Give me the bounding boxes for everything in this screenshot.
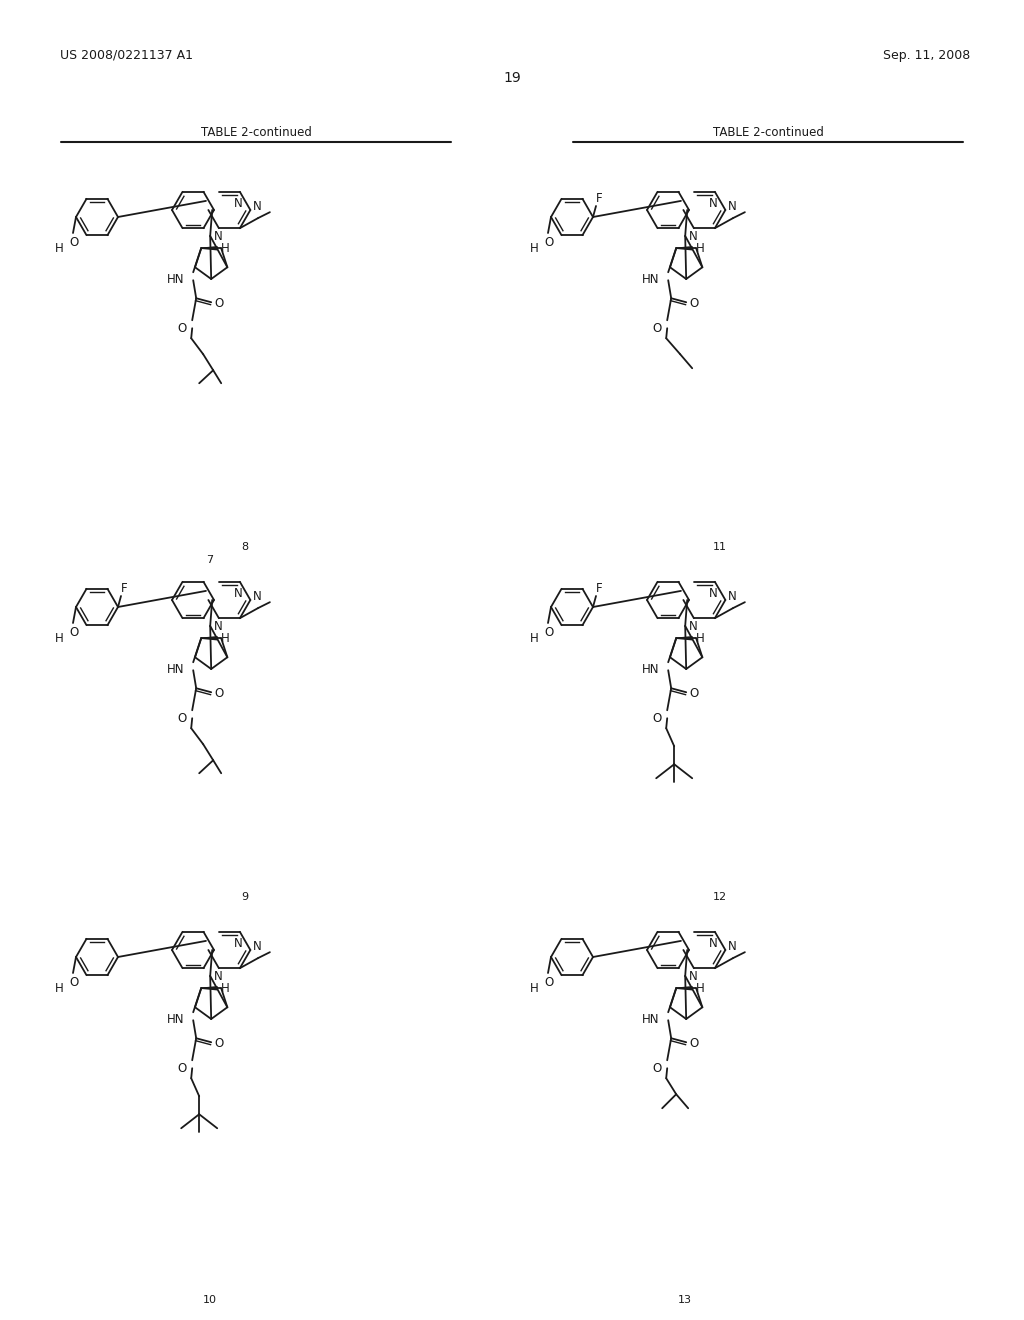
Text: O: O bbox=[177, 1061, 186, 1074]
Text: US 2008/0221137 A1: US 2008/0221137 A1 bbox=[60, 49, 193, 62]
Text: 10: 10 bbox=[203, 1295, 217, 1305]
Text: HN: HN bbox=[167, 273, 184, 285]
Text: H: H bbox=[54, 632, 63, 645]
Text: O: O bbox=[215, 686, 224, 700]
Polygon shape bbox=[676, 987, 692, 990]
Text: O: O bbox=[177, 322, 186, 335]
Text: N: N bbox=[233, 937, 243, 950]
Text: O: O bbox=[215, 1036, 224, 1049]
Text: 9: 9 bbox=[242, 892, 249, 902]
Text: N: N bbox=[253, 199, 262, 213]
Polygon shape bbox=[201, 636, 217, 640]
Text: HN: HN bbox=[641, 273, 659, 285]
Text: 12: 12 bbox=[713, 892, 727, 902]
Text: N: N bbox=[689, 231, 697, 243]
Text: H: H bbox=[221, 242, 229, 255]
Text: TABLE 2-continued: TABLE 2-continued bbox=[713, 125, 823, 139]
Text: N: N bbox=[728, 590, 736, 602]
Text: O: O bbox=[177, 711, 186, 725]
Text: N: N bbox=[233, 197, 243, 210]
Text: O: O bbox=[689, 297, 698, 310]
Text: O: O bbox=[215, 297, 224, 310]
Polygon shape bbox=[201, 987, 217, 990]
Text: O: O bbox=[545, 977, 554, 990]
Text: TABLE 2-continued: TABLE 2-continued bbox=[201, 125, 311, 139]
Text: 19: 19 bbox=[503, 71, 521, 84]
Text: F: F bbox=[596, 582, 602, 595]
Text: O: O bbox=[545, 627, 554, 639]
Polygon shape bbox=[201, 247, 217, 249]
Text: O: O bbox=[689, 1036, 698, 1049]
Text: HN: HN bbox=[167, 663, 184, 676]
Text: N: N bbox=[728, 199, 736, 213]
Text: F: F bbox=[121, 582, 127, 595]
Text: O: O bbox=[70, 977, 79, 990]
Text: HN: HN bbox=[167, 1012, 184, 1026]
Text: N: N bbox=[214, 231, 222, 243]
Text: H: H bbox=[54, 982, 63, 995]
Text: N: N bbox=[253, 590, 262, 602]
Text: H: H bbox=[221, 982, 229, 995]
Text: F: F bbox=[596, 193, 602, 206]
Text: N: N bbox=[253, 940, 262, 953]
Text: H: H bbox=[529, 982, 539, 995]
Text: HN: HN bbox=[641, 663, 659, 676]
Text: N: N bbox=[233, 587, 243, 601]
Text: O: O bbox=[70, 627, 79, 639]
Text: H: H bbox=[54, 243, 63, 256]
Polygon shape bbox=[676, 636, 692, 640]
Text: 11: 11 bbox=[713, 543, 727, 552]
Polygon shape bbox=[676, 247, 692, 249]
Text: N: N bbox=[709, 197, 717, 210]
Text: Sep. 11, 2008: Sep. 11, 2008 bbox=[883, 49, 970, 62]
Text: N: N bbox=[709, 587, 717, 601]
Text: N: N bbox=[214, 620, 222, 634]
Text: N: N bbox=[689, 970, 697, 983]
Text: O: O bbox=[70, 236, 79, 249]
Text: N: N bbox=[709, 937, 717, 950]
Text: 7: 7 bbox=[207, 554, 214, 565]
Text: H: H bbox=[529, 632, 539, 645]
Text: N: N bbox=[728, 940, 736, 953]
Text: H: H bbox=[529, 243, 539, 256]
Text: H: H bbox=[696, 982, 705, 995]
Text: O: O bbox=[689, 686, 698, 700]
Text: 8: 8 bbox=[242, 543, 249, 552]
Text: H: H bbox=[696, 242, 705, 255]
Text: N: N bbox=[214, 970, 222, 983]
Text: 13: 13 bbox=[678, 1295, 692, 1305]
Text: H: H bbox=[696, 632, 705, 644]
Text: O: O bbox=[652, 711, 662, 725]
Text: H: H bbox=[221, 632, 229, 644]
Text: O: O bbox=[652, 1061, 662, 1074]
Text: HN: HN bbox=[641, 1012, 659, 1026]
Text: N: N bbox=[689, 620, 697, 634]
Text: O: O bbox=[652, 322, 662, 335]
Text: O: O bbox=[545, 236, 554, 249]
